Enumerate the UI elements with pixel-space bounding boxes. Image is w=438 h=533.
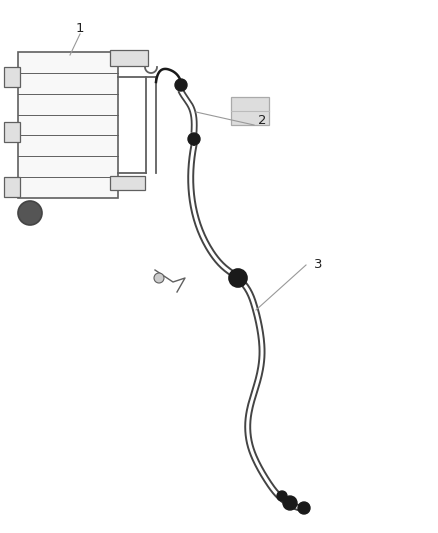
- Bar: [4, 122, 20, 142]
- Circle shape: [18, 201, 42, 225]
- Text: 2: 2: [258, 114, 266, 126]
- Circle shape: [175, 79, 187, 91]
- Bar: [4, 177, 20, 197]
- Circle shape: [229, 269, 247, 287]
- Bar: [110, 50, 148, 66]
- Circle shape: [154, 273, 164, 283]
- Text: 1: 1: [76, 21, 84, 35]
- Circle shape: [298, 502, 310, 514]
- Circle shape: [283, 496, 297, 510]
- Bar: [4, 67, 20, 87]
- Circle shape: [277, 491, 287, 501]
- Bar: [231, 97, 269, 125]
- Bar: [18, 52, 118, 198]
- Bar: [110, 176, 145, 190]
- Circle shape: [188, 133, 200, 145]
- Text: 3: 3: [314, 259, 322, 271]
